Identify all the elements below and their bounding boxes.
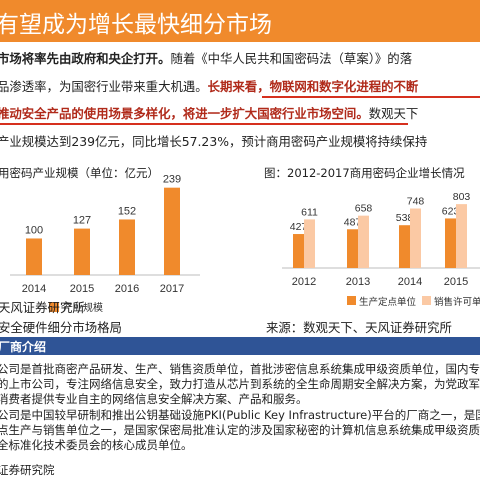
bar — [293, 234, 304, 268]
section-subtitle: 安全硬件细分市场格局 — [0, 320, 122, 335]
table-header-bar: 厂商介绍 — [0, 337, 480, 355]
bar — [410, 208, 421, 268]
legend-label: 生产定点单位 — [359, 296, 417, 308]
legend-swatch — [422, 296, 431, 305]
left-chart-source: 天风证券研究所 — [0, 300, 85, 315]
table-line: 证券研究院 — [0, 463, 55, 477]
highlight-underline — [0, 123, 408, 125]
bar — [399, 225, 410, 268]
tick-label: 2014 — [22, 283, 46, 295]
bar — [164, 187, 180, 275]
data-label: 803 — [453, 191, 471, 203]
tick-label: 2013 — [346, 276, 370, 288]
tick-label: 2017 — [160, 283, 184, 295]
legend-swatch — [347, 296, 356, 305]
data-label: 487 — [344, 216, 362, 228]
paragraph-lead: 市场将率先由政府和央企打开。 — [0, 51, 171, 66]
bar — [445, 218, 456, 268]
page-title: 有望成为增长最快细分市场 — [0, 12, 272, 38]
title-banner: 有望成为增长最快细分市场 — [0, 0, 480, 42]
paragraph-text: 随着《中华人民共和国密码法（草案）》的落 — [170, 51, 413, 66]
bar — [358, 215, 369, 268]
paragraph-highlight: 推动安全产品的使用场景多样化，将进一步扩大国密行业市场空间。 — [0, 106, 369, 121]
data-label: 611 — [301, 206, 318, 218]
legend-label: 产业规模 — [63, 301, 103, 314]
paragraph-text: 数观天下 — [368, 106, 419, 121]
paragraph-line-2: 品渗透率，为国密行业带来重大机遇。长期来看，物联网和数字化进程的不断 — [0, 79, 418, 95]
bar — [347, 229, 358, 268]
data-label: 100 — [25, 224, 43, 236]
table-line: 公司是中国较早研制和推出公钥基础设施PKI(Public Key Infrast… — [0, 408, 480, 422]
data-label: 239 — [163, 174, 181, 186]
paragraph-line-3: 推动安全产品的使用场景多样化，将进一步扩大国密行业市场空间。数观天下 — [0, 106, 418, 122]
bar — [74, 228, 90, 275]
table-line: 公司是首批商密产品研发、生产、销售资质单位，首批涉密信息系统集成甲级资质单位，国… — [0, 362, 480, 376]
paragraph-line-4: 产业规模达到239亿元，同比增长57.23%，预计商用密码产业规模将持续保持 — [0, 134, 428, 149]
legend-label: 销售许可单 — [434, 296, 480, 308]
tick-label: 2016 — [115, 283, 139, 295]
paragraph-highlight: 长期来看，物联网和数字化进程的不断 — [207, 79, 419, 94]
bar — [304, 219, 315, 268]
tick-label: 2014 — [398, 276, 422, 288]
table-line: 点生产与销售单位之一，是国家保密局批准认定的涉及国家秘密的计算机信息系统集成甲级… — [0, 423, 480, 437]
table-line: 消费者提供专业自主的网络信息安全解决方案、产品和服务。 — [0, 392, 308, 406]
bar — [456, 204, 467, 268]
data-label: 658 — [355, 203, 373, 215]
data-label: 538 — [396, 212, 414, 224]
right-chart-source: 来源：数观天下、天风证券研究所 — [266, 320, 452, 335]
paragraph-line-1: 市场将率先由政府和央企打开。随着《中华人民共和国密码法（草案）》的落 — [0, 51, 412, 67]
table-line: 全标准化技术委员会的核心成员单位。 — [0, 438, 193, 452]
highlight-underline — [262, 96, 480, 98]
tick-label: 2015 — [70, 283, 94, 295]
data-label: 127 — [73, 215, 91, 227]
tick-label: 2015 — [444, 276, 468, 288]
bar — [26, 238, 42, 275]
table-header-label: 厂商介绍 — [0, 340, 47, 354]
bar — [119, 219, 135, 275]
tick-label: 2012 — [292, 276, 316, 288]
table-line: 的上市公司，专注网络信息安全，致力打造从芯片到系统的全生命周期安全解决方案，为党… — [0, 377, 480, 391]
right-chart-title: 图：2012-2017商用密码企业增长情况 — [264, 166, 465, 180]
left-chart-title: 用密码产业规模（单位：亿元） — [0, 166, 159, 180]
paragraph-text: 品渗透率，为国密行业带来重大机遇。 — [0, 79, 208, 94]
legend-swatch — [49, 302, 59, 312]
data-label: 623 — [442, 205, 460, 217]
data-label: 748 — [407, 196, 425, 208]
data-label: 427 — [290, 221, 308, 233]
data-label: 152 — [118, 205, 136, 217]
